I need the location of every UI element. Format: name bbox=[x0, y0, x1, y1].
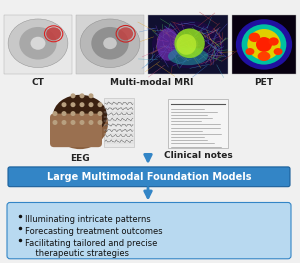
Text: Multi-modal MRI: Multi-modal MRI bbox=[110, 78, 194, 87]
Text: CT: CT bbox=[32, 78, 44, 87]
Text: EEG: EEG bbox=[70, 154, 90, 163]
Ellipse shape bbox=[52, 98, 108, 149]
Circle shape bbox=[53, 112, 57, 115]
Ellipse shape bbox=[157, 28, 179, 61]
Circle shape bbox=[62, 121, 66, 124]
Ellipse shape bbox=[274, 48, 283, 55]
FancyBboxPatch shape bbox=[7, 203, 291, 259]
Bar bbox=[4, 15, 72, 74]
Text: Illuminating intricate patterns: Illuminating intricate patterns bbox=[25, 215, 151, 224]
Ellipse shape bbox=[258, 52, 270, 61]
Bar bbox=[232, 15, 296, 74]
Circle shape bbox=[80, 103, 84, 107]
Circle shape bbox=[80, 112, 84, 115]
Text: PET: PET bbox=[254, 78, 274, 87]
Circle shape bbox=[53, 121, 57, 124]
Circle shape bbox=[62, 112, 66, 115]
Ellipse shape bbox=[245, 48, 254, 55]
Ellipse shape bbox=[248, 29, 280, 60]
Text: Forecasting treatment outcomes: Forecasting treatment outcomes bbox=[25, 227, 163, 236]
Text: Facilitating tailored and precise
    therapeutic strategies: Facilitating tailored and precise therap… bbox=[25, 239, 158, 259]
Ellipse shape bbox=[46, 27, 61, 40]
FancyBboxPatch shape bbox=[8, 167, 290, 187]
Ellipse shape bbox=[176, 34, 196, 55]
Bar bbox=[148, 15, 228, 74]
Ellipse shape bbox=[80, 19, 140, 68]
Circle shape bbox=[89, 121, 93, 124]
Circle shape bbox=[89, 94, 93, 98]
Circle shape bbox=[98, 121, 102, 124]
Ellipse shape bbox=[168, 47, 208, 65]
Bar bbox=[168, 99, 228, 148]
Ellipse shape bbox=[152, 21, 224, 68]
Circle shape bbox=[98, 103, 102, 107]
Ellipse shape bbox=[256, 37, 272, 52]
Ellipse shape bbox=[118, 27, 133, 40]
Ellipse shape bbox=[174, 28, 205, 58]
Ellipse shape bbox=[249, 33, 260, 42]
Ellipse shape bbox=[236, 19, 292, 70]
Bar bbox=[104, 98, 134, 147]
Text: Clinical notes: Clinical notes bbox=[164, 151, 232, 160]
FancyBboxPatch shape bbox=[50, 114, 102, 147]
Ellipse shape bbox=[103, 37, 117, 49]
Ellipse shape bbox=[91, 27, 129, 59]
Bar bbox=[76, 15, 144, 74]
Ellipse shape bbox=[19, 27, 57, 59]
Circle shape bbox=[89, 112, 93, 115]
Circle shape bbox=[80, 121, 84, 124]
Circle shape bbox=[98, 112, 102, 115]
Circle shape bbox=[71, 103, 75, 107]
Text: Large Multimodal Foundation Models: Large Multimodal Foundation Models bbox=[47, 172, 251, 182]
Ellipse shape bbox=[31, 37, 46, 50]
Circle shape bbox=[71, 112, 75, 115]
Ellipse shape bbox=[242, 24, 286, 65]
Ellipse shape bbox=[268, 37, 279, 46]
Circle shape bbox=[80, 94, 84, 98]
Ellipse shape bbox=[8, 19, 68, 68]
Ellipse shape bbox=[53, 95, 107, 136]
Circle shape bbox=[71, 121, 75, 124]
Circle shape bbox=[62, 103, 66, 107]
Circle shape bbox=[89, 103, 93, 107]
Circle shape bbox=[71, 94, 75, 98]
